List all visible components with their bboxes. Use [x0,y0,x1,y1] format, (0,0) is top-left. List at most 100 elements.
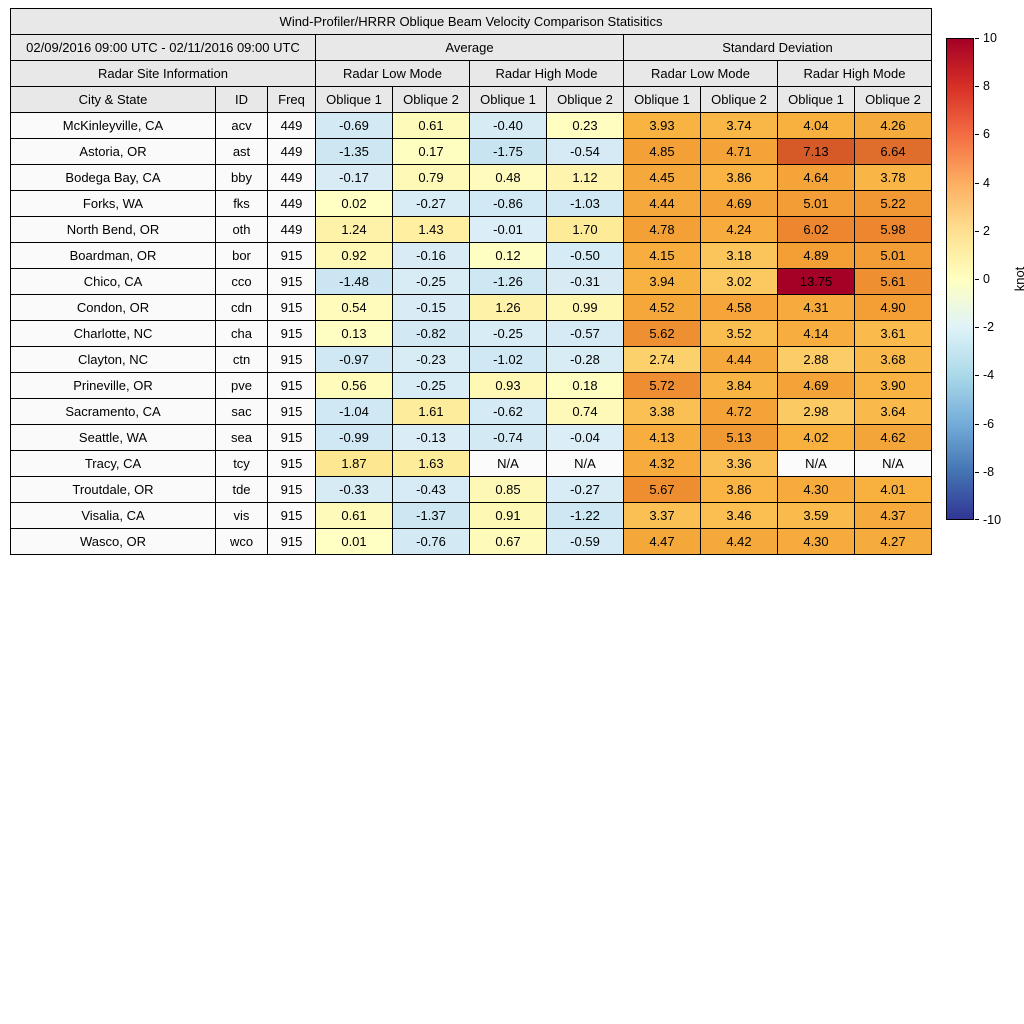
site-id-cell: tcy [215,450,268,477]
table-row: Boardman, OR bor 915 0.92 -0.16 0.12 -0.50 4.15… [10,242,932,269]
value-cell: 3.61 [854,320,932,347]
value-cell: -0.43 [392,476,470,503]
site-id-cell: tde [215,476,268,503]
value-cell: -0.28 [546,346,624,373]
value-cell: -0.23 [392,346,470,373]
colorbar-gradient [946,38,974,520]
value-cell: -1.48 [315,268,393,295]
value-cell: 3.78 [854,164,932,191]
value-cell: 0.67 [469,528,547,555]
value-cell: -0.74 [469,424,547,451]
value-cell: 4.44 [623,190,701,217]
value-cell: 4.26 [854,112,932,139]
figure: Wind-Profiler/HRRR Oblique Beam Velocity… [10,8,932,555]
value-cell: 1.70 [546,216,624,243]
table-row: Chico, CA cco 915 -1.48 -0.25 -1.26 -0.31 3.94 3… [10,268,932,295]
value-cell: 3.84 [700,372,778,399]
value-cell: 1.87 [315,450,393,477]
value-cell: 5.72 [623,372,701,399]
value-cell: -0.59 [546,528,624,555]
colorbar-tick-mark [975,230,979,232]
header-row-groups: 02/09/2016 09:00 UTC - 02/11/2016 09:00 … [10,34,932,61]
value-cell: -1.22 [546,502,624,529]
freq-cell: 449 [267,190,316,217]
table-row: Charlotte, NC cha 915 0.13 -0.82 -0.25 -0.57 5.… [10,320,932,347]
value-cell: 1.26 [469,294,547,321]
freq-cell: 915 [267,424,316,451]
value-cell: -0.13 [392,424,470,451]
value-cell: 0.01 [315,528,393,555]
value-cell: 0.48 [469,164,547,191]
site-id-cell: vis [215,502,268,529]
value-cell: 0.23 [546,112,624,139]
value-cell: 3.36 [700,450,778,477]
table-row: Tracy, CA tcy 915 1.87 1.63 N/A N/A 4.32 3.36 N/A… [10,450,932,477]
table-row: Astoria, OR ast 449 -1.35 0.17 -1.75 -0.54 4.85… [10,138,932,165]
value-cell: -1.04 [315,398,393,425]
value-cell: 1.61 [392,398,470,425]
header-row-modes: Radar Site Information Radar Low Mode Ra… [10,60,932,87]
value-cell: 0.56 [315,372,393,399]
value-cell: 1.12 [546,164,624,191]
value-cell: 4.44 [700,346,778,373]
table-row: Condon, OR cdn 915 0.54 -0.15 1.26 0.99 4.52 4.5… [10,294,932,321]
value-cell: 3.86 [700,476,778,503]
value-cell: 0.74 [546,398,624,425]
colorbar-tick-mark [975,134,979,136]
value-cell: -1.03 [546,190,624,217]
value-cell: 5.62 [623,320,701,347]
colorbar-tick-label: 2 [983,223,990,238]
freq-cell: 449 [267,216,316,243]
value-cell: 3.64 [854,398,932,425]
city-cell: Chico, CA [10,268,216,295]
site-id-cell: sea [215,424,268,451]
header-row-columns: City & State ID Freq Oblique 1 Oblique 2… [10,86,932,113]
freq-cell: 915 [267,476,316,503]
city-cell: Boardman, OR [10,242,216,269]
colorbar-tick-label: -10 [983,513,1002,527]
value-cell: 3.86 [700,164,778,191]
col-header-freq: Freq [267,86,316,113]
value-cell: 0.93 [469,372,547,399]
value-cell: 0.85 [469,476,547,503]
value-cell: 4.90 [854,294,932,321]
value-cell: -0.69 [315,112,393,139]
value-cell: 3.37 [623,502,701,529]
value-cell: 1.43 [392,216,470,243]
value-cell: N/A [777,450,855,477]
avg-low-mode-header: Radar Low Mode [315,60,470,87]
value-cell: -0.25 [392,268,470,295]
freq-cell: 915 [267,398,316,425]
value-cell: 5.22 [854,190,932,217]
freq-cell: 915 [267,502,316,529]
colorbar-tick-label: 4 [983,175,990,190]
city-cell: North Bend, OR [10,216,216,243]
col-header-id: ID [215,86,268,113]
colorbar-tick-mark [975,423,979,425]
value-cell: 3.59 [777,502,855,529]
stats-table: Wind-Profiler/HRRR Oblique Beam Velocity… [10,8,932,555]
freq-cell: 449 [267,138,316,165]
value-cell: -0.57 [546,320,624,347]
value-cell: 4.37 [854,502,932,529]
value-cell: 4.31 [777,294,855,321]
value-cell: 2.88 [777,346,855,373]
avg-high-mode-header: Radar High Mode [469,60,624,87]
value-cell: -1.35 [315,138,393,165]
col-header-std-low-oblique1: Oblique 1 [623,86,701,113]
table-row: Prineville, OR pve 915 0.56 -0.25 0.93 0.18 5.7… [10,372,932,399]
value-cell: -1.02 [469,346,547,373]
freq-cell: 915 [267,268,316,295]
site-id-cell: wco [215,528,268,555]
colorbar-tick-mark [975,38,979,39]
value-cell: 0.91 [469,502,547,529]
value-cell: 4.72 [700,398,778,425]
value-cell: 4.71 [700,138,778,165]
city-cell: Visalia, CA [10,502,216,529]
value-cell: 3.02 [700,268,778,295]
figure-title: Wind-Profiler/HRRR Oblique Beam Velocity… [10,8,932,35]
col-header-avg-low-oblique2: Oblique 2 [392,86,470,113]
value-cell: 0.17 [392,138,470,165]
value-cell: 0.61 [392,112,470,139]
value-cell: 5.61 [854,268,932,295]
